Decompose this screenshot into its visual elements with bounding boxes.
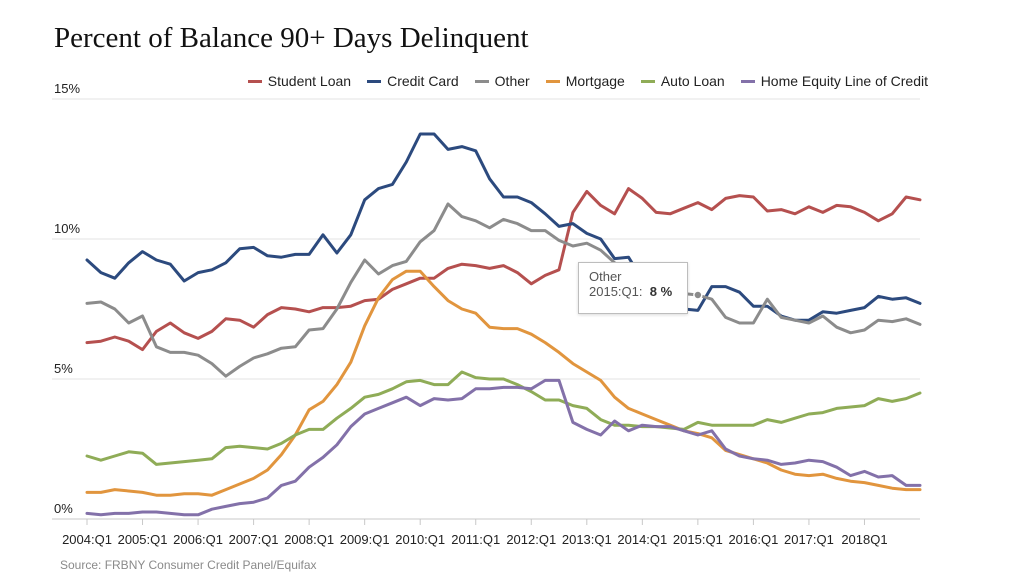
legend-swatch (640, 79, 655, 83)
legend-item-other[interactable]: Other (474, 73, 530, 89)
x-tick-label: 2016:Q1 (728, 532, 778, 547)
tooltip-period: 2015:Q1: (589, 284, 643, 299)
x-tick-label: 2014:Q1 (617, 532, 667, 547)
series-line-other (85, 202, 922, 378)
x-tick-label: 2009:Q1 (340, 532, 390, 547)
legend-label: Auto Loan (660, 73, 725, 89)
legend-label: Home Equity Line of Credit (760, 73, 928, 89)
legend-item-student-loan[interactable]: Student Loan (247, 73, 352, 89)
tooltip-row: 2015:Q1: 8 % (589, 284, 677, 299)
legend-item-mortgage[interactable]: Mortgage (545, 73, 625, 89)
legend-swatch (247, 79, 262, 83)
x-tick-label: 2007:Q1 (229, 532, 279, 547)
legend-swatch (740, 79, 755, 83)
legend-label: Student Loan (267, 73, 352, 89)
series-line-mortgage (85, 269, 922, 497)
chart-title: Percent of Balance 90+ Days Delinquent (54, 22, 529, 54)
source-note: Source: FRBNY Consumer Credit Panel/Equi… (60, 558, 317, 572)
legend-swatch (545, 79, 560, 83)
legend-item-credit-card[interactable]: Credit Card (367, 73, 459, 89)
legend-swatch (474, 79, 489, 83)
y-tick-label: 10% (54, 221, 80, 236)
hover-marker (693, 290, 703, 300)
y-tick-label: 0% (54, 501, 73, 516)
y-tick-label: 5% (54, 361, 73, 376)
x-tick-label: 2004:Q1 (62, 532, 112, 547)
legend-label: Other (494, 73, 530, 89)
chart-legend: Student Loan Credit Card Other Mortgage … (247, 73, 928, 89)
x-tick-label: 2008:Q1 (284, 532, 334, 547)
x-tick-label: 2005:Q1 (118, 532, 168, 547)
tooltip-value: 8 % (649, 284, 673, 299)
x-tick-label: 2017:Q1 (784, 532, 834, 547)
y-tick-label: 15% (54, 81, 80, 96)
x-tick-label: 2015:Q1 (673, 532, 723, 547)
series-line-auto-loan (85, 370, 922, 466)
series-line-credit-card (85, 132, 922, 322)
legend-label: Mortgage (565, 73, 625, 89)
legend-item-auto-loan[interactable]: Auto Loan (640, 73, 725, 89)
tooltip-series: Other (589, 269, 622, 284)
legend-item-heloc[interactable]: Home Equity Line of Credit (740, 73, 928, 89)
x-tick-label: 2010:Q1 (395, 532, 445, 547)
x-tick-label: 2011:Q1 (451, 532, 500, 547)
series-line-student-loan (85, 187, 922, 352)
x-tick-label: 2012:Q1 (506, 532, 556, 547)
x-tick-label: 2018Q1 (841, 532, 887, 547)
legend-label: Credit Card (387, 73, 459, 89)
data-tooltip: Other 2015:Q1: 8 % (578, 262, 688, 314)
x-tick-label: 2013:Q1 (562, 532, 612, 547)
x-tick-label: 2006:Q1 (173, 532, 223, 547)
series-line-home-equity-line-of-credit (85, 378, 922, 517)
legend-swatch (367, 79, 382, 83)
